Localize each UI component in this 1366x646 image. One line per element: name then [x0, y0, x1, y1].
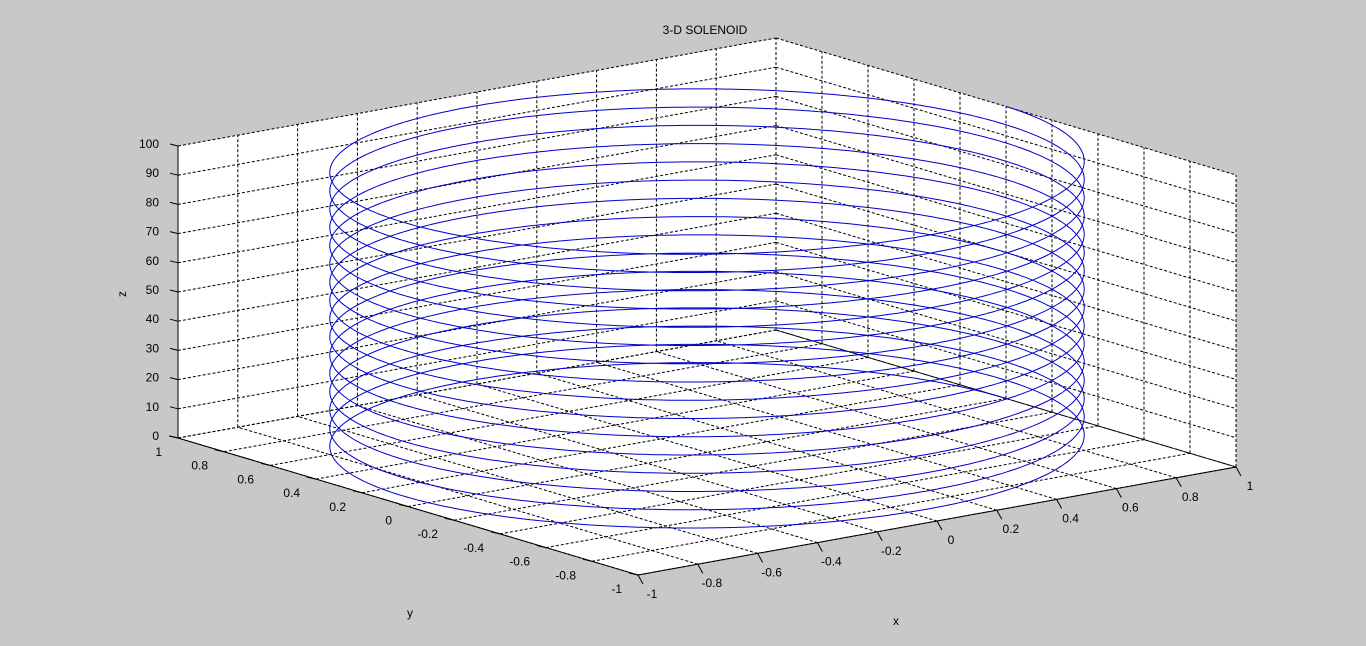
z-tick-label: 80	[146, 195, 160, 209]
floor-grid-line-y	[315, 370, 915, 480]
y-tick-label: 0.8	[191, 459, 208, 473]
y-tick-label: 0.6	[237, 472, 254, 486]
z-tick-mark	[169, 406, 179, 410]
back-grid-line-z	[177, 300, 777, 410]
x-tick-mark	[1056, 499, 1063, 509]
back-grid-line-z	[177, 212, 777, 322]
back-grid-line-z	[177, 241, 777, 351]
y-tick-mark	[398, 504, 409, 507]
x-tick-label: 0.4	[1062, 511, 1079, 525]
x-tick-mark	[936, 520, 943, 531]
x-tick-label: 1	[1247, 479, 1254, 493]
chart-title: 3-D SOLENOID	[663, 23, 748, 37]
z-tick-mark	[169, 377, 179, 381]
x-tick-mark	[1235, 466, 1242, 477]
z-axis-label: z	[115, 291, 129, 297]
x-tick-label: -0.4	[821, 555, 842, 569]
z-tick-mark	[169, 347, 179, 351]
z-tick-mark	[169, 231, 179, 235]
y-tick-label: 0.4	[283, 486, 300, 500]
y-tick-mark	[490, 531, 501, 535]
back-grid-line-z	[177, 329, 777, 439]
x-tick-label: -0.6	[761, 565, 782, 579]
floor-grid-line-y	[223, 343, 823, 453]
y-tick-mark	[352, 490, 363, 494]
x-tick-label: 0	[948, 533, 955, 547]
y-tick-label: -0.6	[509, 555, 530, 569]
y-tick-label: -0.4	[463, 541, 484, 555]
floor-pane	[178, 330, 1236, 575]
y-tick-mark	[582, 558, 593, 562]
x-tick-mark	[697, 563, 704, 574]
helix-series-0	[329, 88, 1085, 529]
y-tick-mark	[214, 449, 225, 453]
floor-grid-line-y	[361, 384, 961, 494]
helix-curve	[329, 88, 1085, 529]
y-tick-label: 0.2	[329, 500, 346, 514]
z-tick-mark	[169, 318, 179, 322]
x-tick-mark	[757, 553, 764, 563]
z-tick-label: 60	[146, 254, 160, 268]
x-tick-mark	[1115, 488, 1122, 498]
floor-grid-line-y	[499, 425, 1099, 535]
z-tick-label: 0	[152, 429, 159, 443]
z-tick-label: 20	[146, 371, 160, 385]
x-tick-mark	[876, 531, 883, 542]
y-tick-label: -0.8	[555, 568, 576, 582]
y-tick-label: 0	[385, 514, 392, 528]
z-tick-label: 70	[146, 225, 160, 239]
floor-grid-line-y	[407, 398, 1007, 507]
z-tick-label: 90	[146, 166, 160, 180]
z-tick-label: 10	[146, 400, 160, 414]
tick-labels: -1 -0.8 -0.6 -0.4 -0.2 0 0.2 0.4 0.6 0.8 1 -1 -0.8 -0…	[139, 137, 1254, 601]
back-grid-line-z	[177, 154, 777, 264]
y-tick-label: -0.2	[417, 527, 438, 541]
y-axis-label: y	[407, 606, 413, 620]
back-grid-line-z	[177, 95, 777, 205]
x-axis-label: x	[893, 614, 899, 628]
y-tick-mark	[628, 572, 639, 576]
back-grid-line-z	[177, 183, 777, 293]
z-tick-mark	[169, 143, 179, 147]
y-tick-mark	[444, 517, 455, 521]
y-tick-mark	[306, 476, 317, 480]
x-tick-label: -0.8	[701, 576, 722, 590]
x-tick-mark	[816, 542, 823, 552]
x-tick-label: 0.6	[1122, 501, 1139, 515]
back-grid-line-z	[177, 66, 777, 176]
z-tick-mark	[169, 289, 179, 293]
x-tick-mark	[637, 574, 644, 585]
floor-grid-line-y	[453, 411, 1053, 521]
y-tick-label: 1	[155, 445, 162, 459]
x-tick-label: -1	[647, 587, 658, 601]
y-tick-label: -1	[611, 582, 622, 596]
y-tick-mark	[260, 462, 271, 466]
z-tick-mark	[169, 435, 179, 439]
z-tick-label: 100	[139, 137, 159, 151]
x-tick-label: -0.2	[881, 544, 902, 558]
z-tick-label: 50	[146, 283, 160, 297]
y-tick-mark	[536, 545, 547, 549]
z-tick-mark	[169, 260, 179, 264]
z-tick-mark	[169, 172, 179, 176]
z-tick-label: 30	[146, 341, 160, 355]
z-tick-label: 40	[146, 312, 160, 326]
x-tick-label: 0.2	[1002, 522, 1019, 536]
back-grid-line-z	[177, 37, 777, 147]
x-tick-mark	[1175, 477, 1182, 488]
x-tick-mark	[996, 509, 1003, 520]
z-tick-mark	[169, 201, 179, 205]
x-tick-label: 0.8	[1182, 490, 1199, 504]
floor-grid-line-y	[591, 452, 1191, 562]
